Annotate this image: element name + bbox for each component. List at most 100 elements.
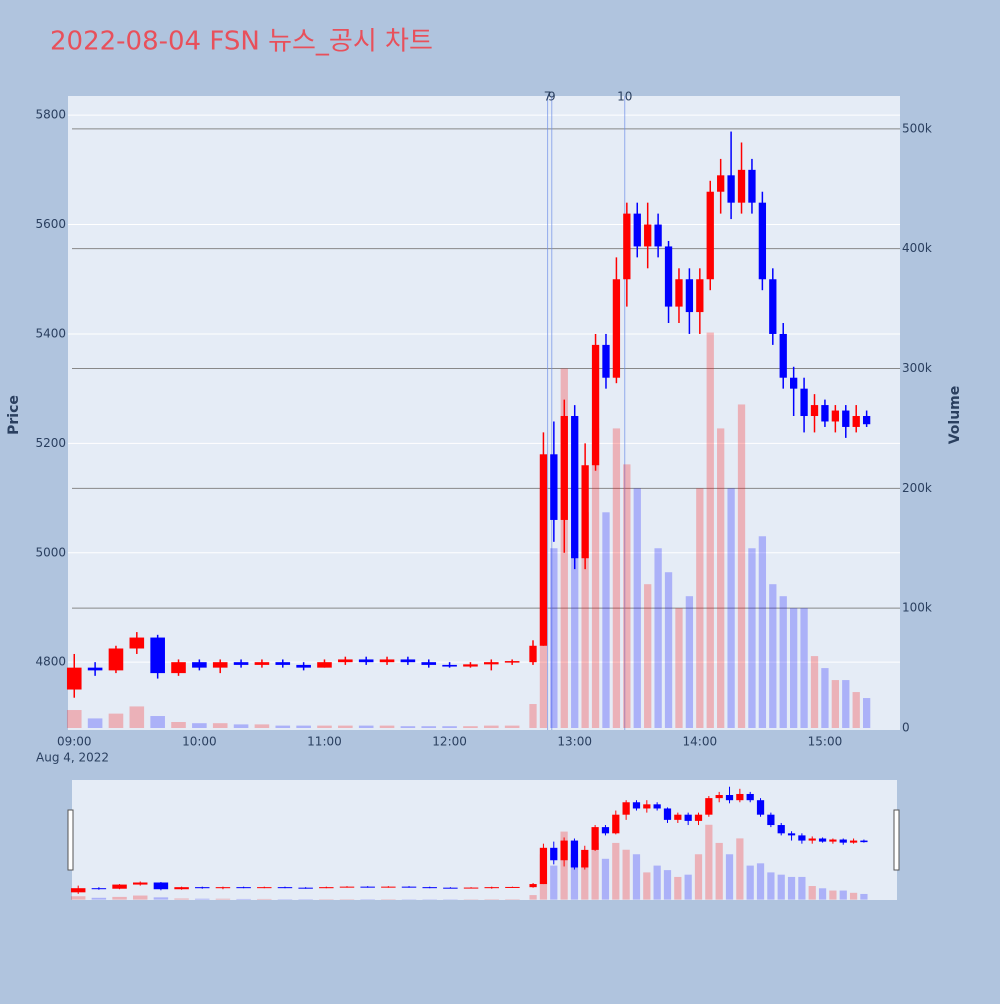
chart-title: 2022-08-04 FSN 뉴스_공시 차트 (50, 27, 433, 57)
candle-body (338, 659, 353, 662)
volume-bar (665, 572, 672, 728)
x-tick-label: 09:00 (57, 735, 92, 749)
candle-body (759, 203, 766, 280)
mini-volume-bar (674, 877, 681, 900)
mini-candle-body (422, 887, 436, 888)
y-tick-label: 4800 (35, 655, 66, 669)
y-tick-label: 5600 (35, 217, 66, 231)
mini-candle-body (716, 795, 723, 798)
mini-candle-body (236, 887, 250, 888)
volume-bar (380, 726, 395, 728)
mini-candle-body (850, 841, 857, 843)
mini-volume-bar (860, 894, 867, 900)
candle-body (863, 416, 870, 424)
mini-candle-body (216, 887, 230, 888)
candle-body (234, 662, 249, 665)
candle-body (171, 662, 186, 673)
volume-bar (317, 726, 332, 728)
volume-bar (109, 714, 124, 728)
mini-volume-bar (257, 899, 271, 900)
mini-candle-body (485, 887, 499, 888)
mini-candle-body (736, 794, 743, 800)
candle-body (88, 668, 103, 671)
volume-bar (634, 488, 641, 728)
volume-bar (780, 596, 787, 728)
mini-volume-bar (633, 854, 640, 899)
candle-body (654, 225, 661, 247)
mini-candle-body (529, 884, 536, 887)
candle-body (800, 389, 807, 416)
y2-tick-label: 200k (902, 481, 932, 495)
x-tick-label: 12:00 (432, 735, 467, 749)
mini-candle-body (592, 827, 599, 850)
candle-body (592, 345, 599, 465)
volume-bar (442, 726, 457, 728)
candle-body (623, 214, 630, 280)
volume-bar (790, 608, 797, 728)
candle-body (540, 454, 547, 645)
candle-body (67, 668, 82, 690)
candle-body (150, 638, 165, 674)
news-label: 10 (617, 90, 632, 104)
x-tick-label: 15:00 (808, 735, 843, 749)
slider-handle[interactable] (894, 810, 899, 870)
candle-body (727, 175, 734, 202)
candle-body (484, 662, 499, 664)
mini-candle-body (257, 887, 271, 888)
candle-body (571, 416, 578, 558)
volume-bar (338, 726, 353, 728)
mini-candle-body (581, 850, 588, 868)
x-tick-label: 14:00 (683, 735, 718, 749)
candle-body (359, 659, 374, 662)
mini-candle-body (829, 840, 836, 842)
volume-bar (727, 488, 734, 728)
candle-body (644, 225, 651, 247)
candle-body (696, 279, 703, 312)
mini-volume-bar (809, 886, 816, 900)
y2-axis-label: Volume (947, 386, 963, 445)
volume-bar (275, 726, 290, 728)
volume-bar (832, 680, 839, 728)
y-tick-label: 5800 (35, 108, 66, 122)
volume-bar (171, 722, 186, 728)
mini-volume-bar (747, 866, 754, 900)
mini-candle-body (819, 838, 826, 841)
candle-body (665, 246, 672, 306)
mini-candle-body (154, 883, 168, 890)
volume-bar (821, 668, 828, 728)
volume-bar (150, 716, 165, 728)
volume-bar (602, 512, 609, 728)
volume-bar (800, 608, 807, 728)
mini-volume-bar (736, 838, 743, 899)
volume-bar (842, 680, 849, 728)
x-tick-label: 13:00 (557, 735, 592, 749)
mini-candle-body (643, 804, 650, 808)
volume-bar (192, 723, 207, 728)
slider-handle[interactable] (68, 810, 73, 870)
volume-bar (686, 596, 693, 728)
mini-candle-body (767, 815, 774, 825)
mini-candle-body (340, 887, 354, 888)
mini-candle-body (71, 888, 85, 892)
mini-candle-body (298, 888, 312, 889)
volume-bar (421, 726, 436, 728)
candle-body (442, 665, 457, 667)
y2-tick-label: 300k (902, 361, 932, 375)
mini-candle-body (798, 835, 805, 840)
mini-candle-body (602, 827, 609, 833)
mini-candle-body (674, 815, 681, 820)
mini-candle-body (402, 887, 416, 888)
candle-body (769, 279, 776, 334)
candle-body (634, 214, 641, 247)
candle-body (780, 334, 787, 378)
volume-bar (234, 724, 249, 728)
candle-body (380, 659, 395, 662)
volume-bar (550, 548, 557, 728)
volume-bar (707, 333, 714, 728)
x-axis-date: Aug 4, 2022 (36, 751, 109, 765)
volume-bar (644, 584, 651, 728)
candle-body (790, 378, 797, 389)
volume-bar (748, 548, 755, 728)
mini-candle-body (571, 841, 578, 868)
mini-volume-bar (592, 843, 599, 900)
